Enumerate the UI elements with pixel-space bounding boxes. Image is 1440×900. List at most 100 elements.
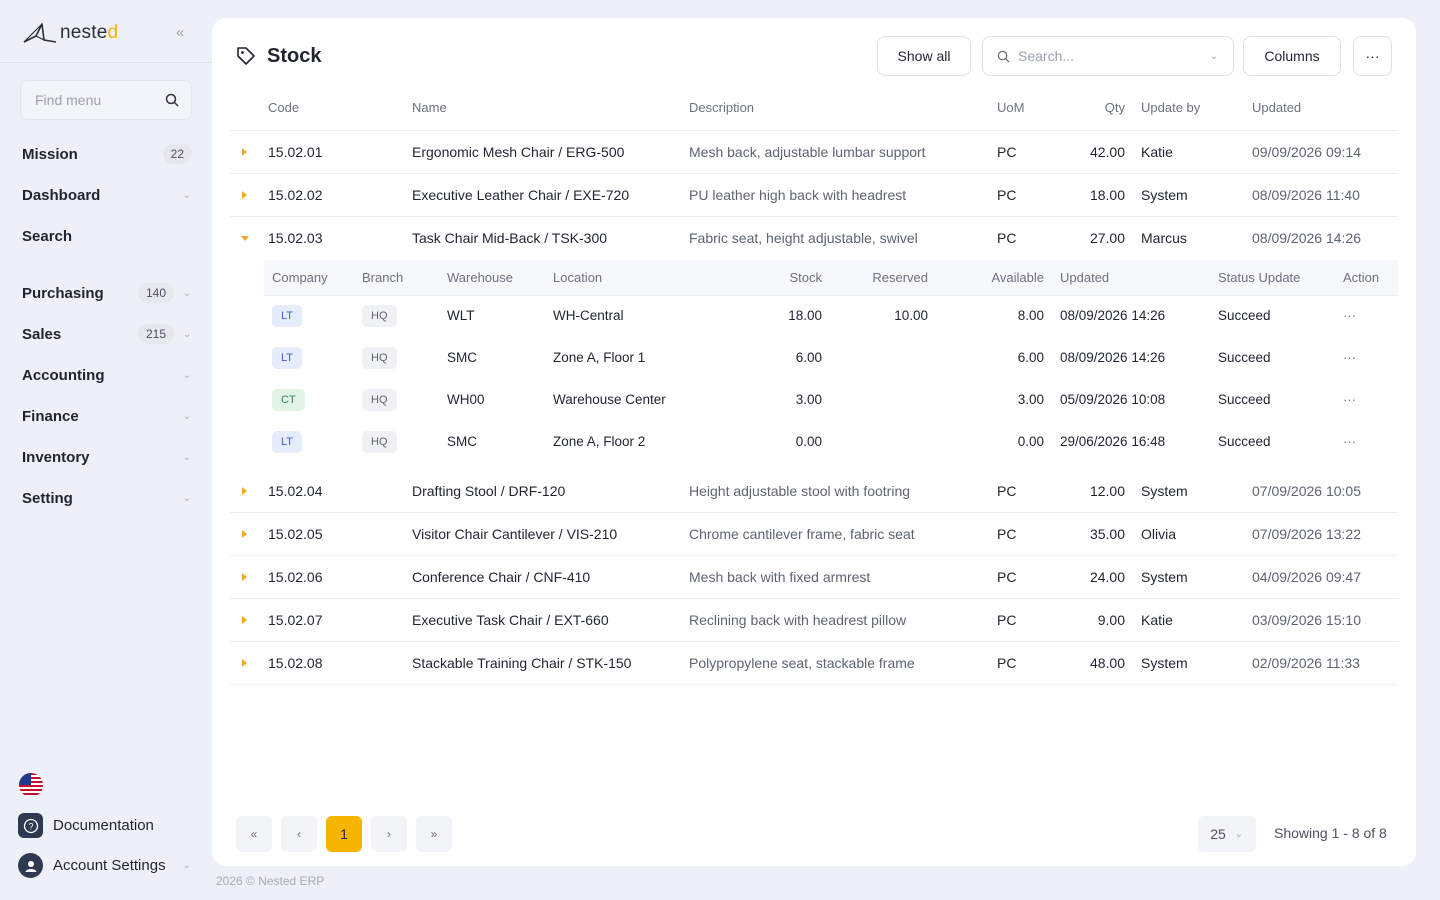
header-code[interactable]: Code	[268, 100, 300, 115]
sidebar-item-accounting[interactable]: Accounting ⌄	[22, 366, 192, 384]
cell-location: WH-Central	[553, 308, 624, 323]
table-row[interactable]: 15.02.04 Drafting Stool / DRF-120 Height a…	[230, 470, 1398, 513]
cell-uom: PC	[997, 230, 1017, 246]
page-1-button[interactable]: 1	[326, 816, 362, 852]
header-uom[interactable]: UoM	[997, 100, 1025, 115]
collapse-sidebar-icon[interactable]: «	[176, 24, 185, 41]
sidebar-item-search[interactable]: Search	[22, 227, 73, 245]
prev-page-button[interactable]: ‹	[281, 816, 317, 852]
cell-qty: 48.00	[1089, 655, 1125, 671]
account-settings-link[interactable]: Account Settings ⌄	[18, 853, 192, 878]
cell-uom: PC	[997, 144, 1017, 160]
sidebar: nested « Find menu Mission 22 Dashboard …	[0, 0, 212, 900]
table-row[interactable]: 15.02.03 Task Chair Mid-Back / TSK-300 Fab…	[230, 217, 1398, 260]
next-page-button[interactable]: ›	[371, 816, 407, 852]
header-updated[interactable]: Updated	[1252, 100, 1302, 115]
columns-button[interactable]: Columns	[1243, 36, 1341, 76]
cell-warehouse: SMC	[447, 434, 477, 449]
cell-code: 15.02.04	[268, 483, 323, 499]
chevron-down-icon[interactable]: ⌄	[1209, 50, 1219, 62]
expand-row-icon[interactable]	[242, 191, 247, 199]
expand-row-icon[interactable]	[242, 616, 247, 624]
cell-description: Chrome cantilever frame, fabric seat	[689, 526, 915, 542]
cell-available: 0.00	[1017, 434, 1044, 449]
per-page-select[interactable]: 25 ⌄	[1198, 816, 1256, 852]
cell-stock: 18.00	[788, 308, 822, 323]
subtable-row: LT HQ WLT WH-Central 18.00 10.00 8.00 08/09/202…	[264, 296, 1398, 338]
language-selector[interactable]	[18, 772, 44, 798]
cell-update-by: Olivia	[1141, 526, 1177, 542]
sidebar-item-purchasing[interactable]: Purchasing 140 ⌄	[22, 283, 192, 303]
branch-chip: HQ	[362, 389, 397, 411]
subtable-row: CT HQ WH00 Warehouse Center 3.00 3.00 05/09/20…	[264, 380, 1398, 422]
cell-location: Warehouse Center	[553, 392, 666, 407]
expand-row-icon[interactable]	[242, 573, 247, 581]
expand-row-icon[interactable]	[242, 487, 247, 495]
cell-updated: 04/09/2026 09:47	[1252, 569, 1361, 585]
cell-code: 15.02.01	[268, 144, 323, 160]
collapse-row-icon[interactable]	[241, 236, 249, 241]
cell-description: Reclining back with headrest pillow	[689, 612, 907, 628]
row-actions-icon[interactable]: ···	[1343, 434, 1356, 449]
show-all-button[interactable]: Show all	[877, 36, 971, 76]
header-qty[interactable]: Qty	[1104, 100, 1125, 115]
sidebar-item-inventory[interactable]: Inventory ⌄	[22, 448, 192, 466]
more-options-button[interactable]: ···	[1353, 36, 1392, 76]
cell-stock: 3.00	[795, 392, 822, 407]
header-update-by[interactable]: Update by	[1141, 100, 1201, 115]
find-menu-input[interactable]: Find menu	[20, 80, 192, 120]
chevron-down-icon: ⌄	[1234, 828, 1243, 840]
footer-copyright: 2026 © Nested ERP	[216, 874, 325, 888]
sidebar-item-mission[interactable]: Mission 22	[22, 140, 192, 168]
cell-status: Succeed	[1218, 350, 1271, 365]
row-actions-icon[interactable]: ···	[1343, 392, 1356, 407]
stock-detail-subtable: Company Branch Warehouse Location Stock …	[264, 260, 1398, 466]
subheader-location: Location	[553, 270, 603, 285]
cell-name: Stackable Training Chair / STK-150	[412, 655, 632, 671]
documentation-link[interactable]: ? Documentation	[18, 813, 154, 838]
cell-name: Executive Leather Chair / EXE-720	[412, 187, 630, 203]
table-row[interactable]: 15.02.02 Executive Leather Chair / EXE-72…	[230, 174, 1398, 217]
cell-qty: 42.00	[1089, 144, 1125, 160]
cell-update-by: System	[1141, 187, 1188, 203]
header-name[interactable]: Name	[412, 100, 447, 115]
cell-qty: 27.00	[1089, 230, 1125, 246]
find-menu-placeholder: Find menu	[35, 92, 102, 108]
table-row[interactable]: 15.02.05 Visitor Chair Cantilever / VIS-2…	[230, 513, 1398, 556]
table-row[interactable]: 15.02.08 Stackable Training Chair / STK-1…	[230, 642, 1398, 685]
row-actions-icon[interactable]: ···	[1343, 308, 1356, 323]
chevron-down-icon: ⌄	[182, 328, 192, 340]
sidebar-divider	[0, 62, 212, 63]
cell-code: 15.02.05	[268, 526, 323, 542]
table-row[interactable]: 15.02.07 Executive Task Chair / EXT-660 Re…	[230, 599, 1398, 642]
sidebar-item-setting[interactable]: Setting ⌄	[22, 489, 192, 507]
cell-uom: PC	[997, 569, 1017, 585]
cell-status: Succeed	[1218, 434, 1271, 449]
cell-uom: PC	[997, 655, 1017, 671]
cell-qty: 9.00	[1097, 612, 1125, 628]
sidebar-item-dashboard[interactable]: Dashboard ⌄	[22, 186, 192, 204]
expand-row-icon[interactable]	[242, 148, 247, 156]
last-page-button[interactable]: »	[416, 816, 452, 852]
cell-qty: 35.00	[1089, 526, 1125, 542]
table-row[interactable]: 15.02.06 Conference Chair / CNF-410 Mesh b…	[230, 556, 1398, 599]
subheader-warehouse: Warehouse	[447, 270, 513, 285]
sidebar-item-finance[interactable]: Finance ⌄	[22, 407, 192, 425]
sidebar-item-sales[interactable]: Sales 215 ⌄	[22, 324, 192, 344]
search-input[interactable]: Search... ⌄	[982, 36, 1234, 76]
subtable-row: LT HQ SMC Zone A, Floor 2 0.00 0.00 29/06/2026…	[264, 422, 1398, 464]
logo[interactable]: nested	[22, 18, 118, 48]
cell-updated: 08/09/2026 11:40	[1252, 187, 1360, 203]
branch-chip: HQ	[362, 431, 397, 453]
first-page-button[interactable]: «	[236, 816, 272, 852]
showing-count: Showing 1 - 8 of 8	[1274, 825, 1387, 841]
search-icon	[997, 50, 1010, 63]
mission-badge: 22	[162, 144, 192, 164]
table-row[interactable]: 15.02.01 Ergonomic Mesh Chair / ERG-500 Me…	[230, 131, 1398, 174]
header-description[interactable]: Description	[689, 100, 755, 115]
cell-updated: 03/09/2026 15:10	[1252, 612, 1361, 628]
expand-row-icon[interactable]	[242, 530, 247, 538]
expand-row-icon[interactable]	[242, 659, 247, 667]
cell-description: Fabric seat, height adjustable, swivel	[689, 230, 918, 246]
row-actions-icon[interactable]: ···	[1343, 350, 1356, 365]
